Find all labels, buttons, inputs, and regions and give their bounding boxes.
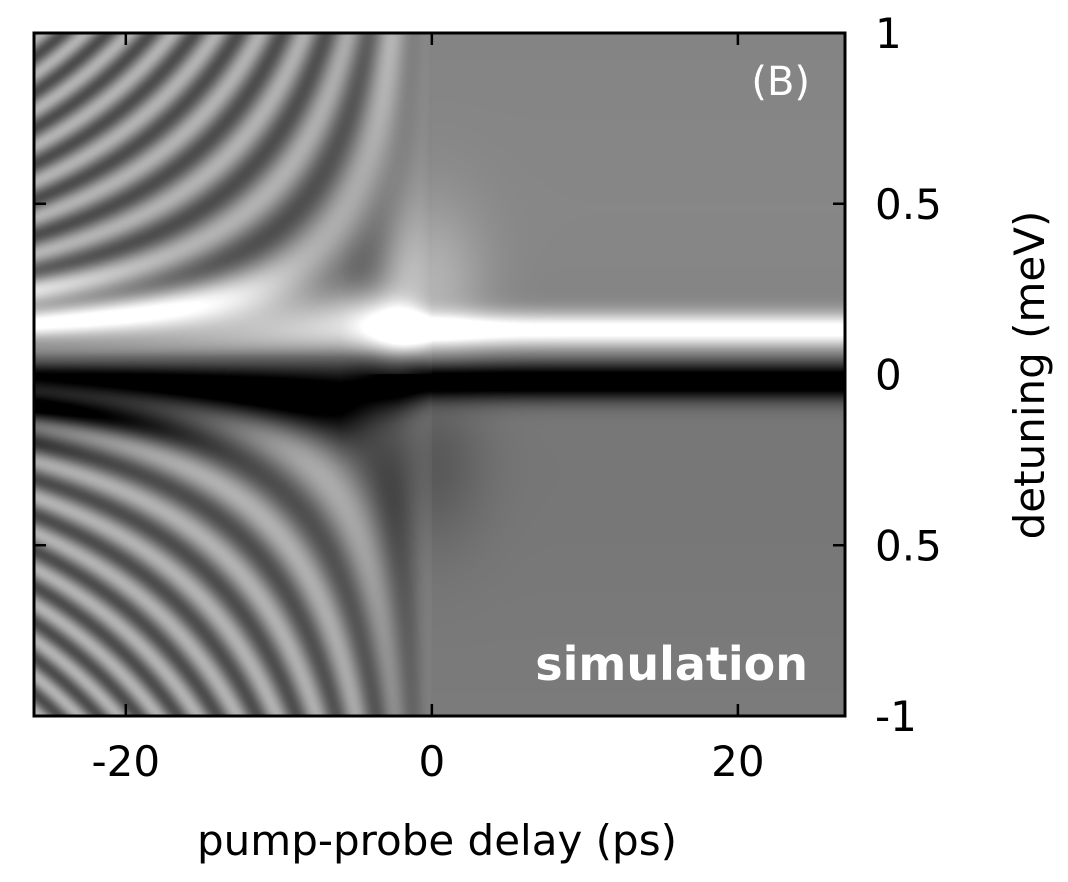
x-tick-label: -20 [92,737,161,786]
plot-frame [32,31,847,718]
y-tick-label: 0.5 [875,180,942,229]
x-tick-label: 20 [711,737,764,786]
x-ticks: -20 0 20 [92,33,765,786]
y-tick-label: -1 [875,692,917,741]
y-ticks: 1 0.5 0 0.5 -1 [34,9,942,741]
annotation-label: simulation [535,637,808,691]
x-tick-label: 0 [418,737,445,786]
panel-label: (B) [751,59,810,105]
x-axis-label: pump-probe delay (ps) [197,816,677,865]
y-tick-label: 0.5 [875,521,942,570]
heatmap-image [34,33,845,716]
y-tick-label: 0 [875,351,902,400]
y-tick-label: 1 [875,9,902,58]
y-axis-label: detuning (meV) [1005,211,1054,540]
